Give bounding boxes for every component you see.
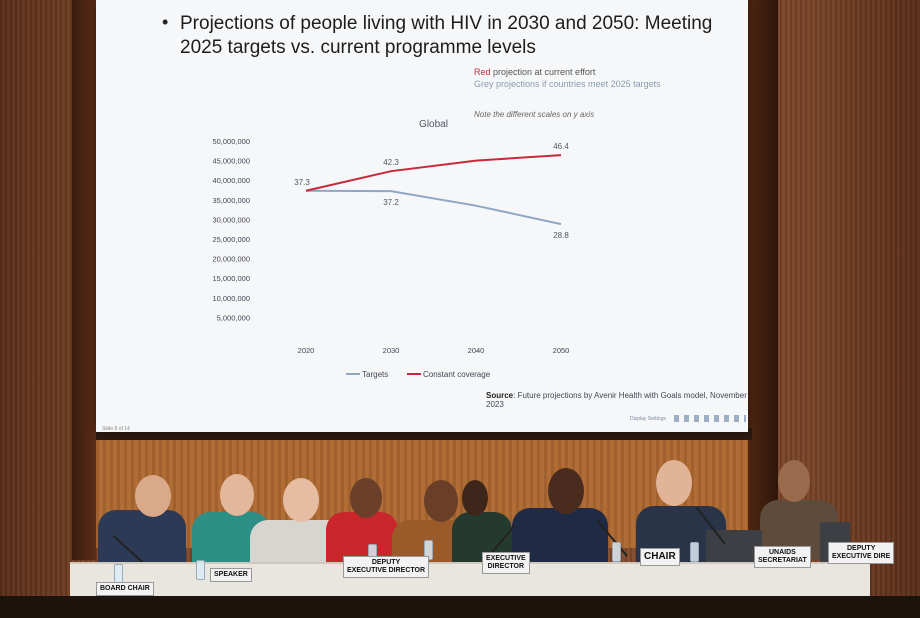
- placard-executive-director: EXECUTIVE DIRECTOR: [482, 552, 530, 574]
- series-line-targets: [305, 189, 562, 226]
- x-tick-label: 2030: [383, 346, 400, 355]
- y-tick-label: 50,000,000: [212, 137, 250, 146]
- slide-view-controls[interactable]: [674, 415, 746, 422]
- source-text: : Future projections by Avenir Health wi…: [486, 391, 747, 409]
- projection-screen: • Projections of people living with HIV …: [96, 0, 748, 432]
- y-tick-label: 30,000,000: [212, 215, 250, 224]
- water-bottle: [196, 560, 205, 580]
- data-label: 37.3: [294, 178, 310, 187]
- legend-entry: Constant coverage: [423, 370, 491, 379]
- data-label: 46.4: [553, 142, 569, 151]
- y-tick-label: 40,000,000: [212, 176, 250, 185]
- data-label: 28.8: [553, 231, 569, 240]
- placard-speaker: SPEAKER: [210, 568, 252, 582]
- data-label: 37.2: [383, 198, 399, 207]
- conference-table: [70, 562, 870, 598]
- laptop: [706, 530, 762, 564]
- y-tick-label: 25,000,000: [212, 235, 250, 244]
- line-chart: Global 5,000,000 10,000,000 15,000,000 20,00…: [212, 119, 570, 379]
- y-tick-label: 20,000,000: [212, 255, 250, 264]
- y-tick-label: 35,000,000: [212, 196, 250, 205]
- screen-frame-left: [72, 0, 96, 560]
- placard-board-chair: BOARD CHAIR: [96, 582, 154, 596]
- x-tick-label: 2020: [298, 346, 315, 355]
- foreground-shadow: [0, 596, 920, 618]
- placard-deputy-executive-director: DEPUTY EXECUTIVE DIRECTOR: [343, 556, 430, 578]
- grey-word: Grey: [474, 79, 494, 89]
- water-bottle: [690, 542, 699, 562]
- color-legend-note: Red projection at current effort Grey pr…: [474, 66, 661, 90]
- water-bottle: [114, 564, 123, 584]
- x-tick-label: 2040: [468, 346, 485, 355]
- water-bottle: [612, 542, 621, 562]
- source-label: Source: [486, 391, 514, 400]
- slide-number: Slide 8 of 14: [102, 426, 130, 432]
- y-tick-label: 10,000,000: [212, 294, 250, 303]
- placard-deputy-executive-director-2: DEPUTY EXECUTIVE DIRE: [828, 542, 895, 564]
- grey-note: projections if countries meet 2025 targe…: [493, 79, 661, 89]
- scale-note: Note the different scales on y axis: [474, 110, 595, 119]
- placard-unaids-secretariat: UNAIDS SECRETARIAT: [754, 546, 811, 568]
- chart-title: Global: [419, 119, 448, 130]
- screen-frame-right: [748, 0, 778, 540]
- red-word: Red: [474, 67, 491, 77]
- series-line-constant-coverage: [305, 154, 562, 192]
- display-settings-label[interactable]: Display Settings: [630, 416, 666, 422]
- y-tick-label: 15,000,000: [212, 274, 250, 283]
- data-label: 42.3: [383, 158, 399, 167]
- x-tick-label: 2050: [553, 346, 570, 355]
- slide-title: Projections of people living with HIV in…: [180, 13, 713, 58]
- y-tick-label: 45,000,000: [212, 157, 250, 166]
- y-tick-label: 5,000,000: [217, 313, 250, 322]
- source-note: Source: Future projections by Avenir Hea…: [486, 391, 748, 409]
- red-note: projection at current effort: [490, 67, 596, 77]
- legend-entry: Targets: [362, 370, 388, 379]
- placard-chair: CHAIR: [640, 548, 680, 566]
- title-bullet: •: [162, 12, 169, 32]
